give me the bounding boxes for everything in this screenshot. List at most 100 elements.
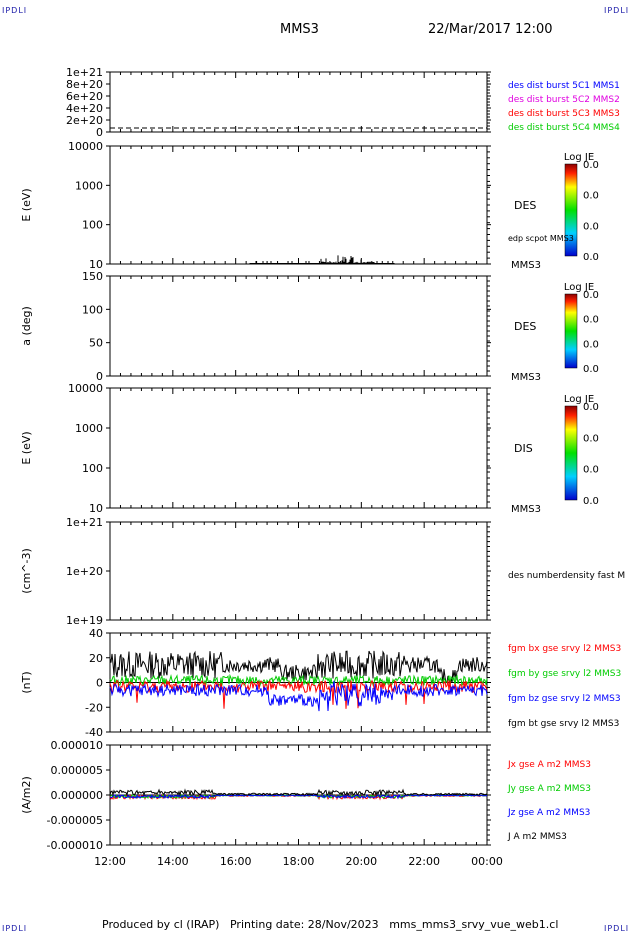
- legend-entry: des dist burst 5C1 MMS1: [508, 81, 620, 91]
- legend-entry: J A m2 MMS3: [507, 832, 567, 842]
- legend-entry: Jx gse A m2 MMS3: [507, 760, 591, 770]
- corner-label-bottom-left: IPDLI: [2, 924, 28, 933]
- footer-printing-date: Printing date: 28/Nov/2023: [229, 918, 379, 931]
- footer-producer: Produced by cl (IRAP): [102, 918, 220, 931]
- spacecraft-potential-trace: [249, 255, 395, 264]
- y-tick-label: 1e+21: [66, 66, 103, 79]
- colorbar-title: Log JE: [564, 152, 594, 163]
- time-tick-label: 18:00: [283, 855, 315, 868]
- corner-label-top-right: IPDLI: [604, 6, 630, 15]
- legend-entry: fgm by gse srvy l2 MMS3: [508, 669, 621, 679]
- corner-label-bottom-right: IPDLI: [604, 924, 630, 933]
- panel-frame-5: [109, 521, 488, 621]
- colorbar-tick-label: 0.0: [583, 364, 599, 375]
- y-tick-label: 6e+20: [66, 90, 103, 103]
- colorbar-tick-label: 0.0: [583, 339, 599, 350]
- legend-entry: fgm bz gse srvy l2 MMS3: [508, 694, 621, 704]
- y-tick-label: 0: [96, 126, 103, 139]
- time-tick-label: 20:00: [345, 855, 377, 868]
- instrument-label: DES: [514, 320, 536, 333]
- time-tick-label: 22:00: [408, 855, 440, 868]
- time-tick-label: 12:00: [94, 855, 126, 868]
- spacecraft-label: MMS3: [511, 504, 541, 515]
- y-tick-label: 0: [96, 677, 103, 690]
- colorbar-tick-label: 0.0: [583, 402, 599, 413]
- y-tick-label: 8e+20: [66, 78, 103, 91]
- colorbar-title: Log JE: [564, 282, 594, 293]
- panel-frame-2: [109, 145, 488, 265]
- legend-entry: Jz gse A m2 MMS3: [507, 808, 590, 818]
- y-tick-label: -0.000010: [47, 839, 103, 852]
- y-tick-label: 1e+20: [66, 565, 103, 578]
- y-axis-label: (nT): [20, 671, 33, 693]
- legend-entry: des dist burst 5C3 MMS3: [508, 109, 620, 119]
- spacecraft-label: MMS3: [511, 372, 541, 383]
- colorbar-p4: [564, 405, 578, 501]
- panel-frame-1: [109, 71, 488, 133]
- legend-entry: fgm bx gse srvy l2 MMS3: [508, 644, 621, 654]
- time-tick-label: 16:00: [220, 855, 252, 868]
- y-tick-label: 10: [89, 502, 103, 515]
- instrument-label: DIS: [514, 442, 533, 455]
- y-tick-label: 2e+20: [66, 114, 103, 127]
- y-tick-label: 4e+20: [66, 102, 103, 115]
- overlay-label: edp scpot MMS3: [508, 234, 574, 243]
- y-tick-label: 0: [96, 370, 103, 383]
- colorbar-tick-label: 0.0: [583, 290, 599, 301]
- y-tick-label: 20: [89, 652, 103, 665]
- datetime-title: 22/Mar/2017 12:00: [428, 22, 553, 37]
- y-tick-label: 10: [89, 258, 103, 271]
- spacecraft-label: MMS3: [511, 260, 541, 271]
- y-axis-label: E (eV): [20, 431, 33, 464]
- y-tick-label: 0.000005: [51, 764, 104, 777]
- jz-trace: [109, 793, 488, 800]
- y-axis-label: E (eV): [20, 188, 33, 221]
- y-tick-label: 40: [89, 627, 103, 640]
- legend-entry: Jy gse A m2 MMS3: [507, 784, 591, 794]
- y-axis-label: a (deg): [20, 306, 33, 346]
- instrument-label: DES: [514, 199, 536, 212]
- colorbar-title: Log JE: [564, 394, 594, 405]
- colorbar-tick-label: 0.0: [583, 433, 599, 444]
- y-tick-label: 0.000000: [51, 789, 104, 802]
- y-tick-label: 10000: [68, 140, 103, 153]
- y-tick-label: 1e+19: [66, 614, 103, 627]
- colorbar-tick-label: 0.0: [583, 221, 599, 232]
- bt-trace: [109, 650, 488, 685]
- colorbar-tick-label: 0.0: [583, 191, 599, 202]
- bx-trace: [109, 679, 488, 709]
- colorbar-tick-label: 0.0: [583, 465, 599, 476]
- time-tick-label: 14:00: [157, 855, 189, 868]
- panel-frame-3: [109, 275, 488, 377]
- y-tick-label: 1000: [75, 179, 103, 192]
- y-tick-label: 100: [82, 462, 103, 475]
- colorbar-p2: [564, 163, 578, 257]
- footer: Produced by cl (IRAP) Printing date: 28/…: [102, 918, 558, 931]
- colorbar-tick-label: 0.0: [583, 252, 599, 263]
- y-tick-label: 150: [82, 270, 103, 283]
- y-tick-label: -20: [85, 701, 103, 714]
- y-tick-label: 10000: [68, 382, 103, 395]
- legend-entry: fgm bt gse srvy l2 MMS3: [508, 719, 619, 729]
- spacecraft-title: MMS3: [280, 22, 319, 37]
- colorbar-p3: [564, 293, 578, 369]
- y-tick-label: 100: [82, 219, 103, 232]
- footer-product: mms_mms3_srvy_vue_web1.cl: [389, 918, 559, 931]
- legend-entry: des numberdensity fast M: [508, 571, 625, 581]
- colorbar-tick-label: 0.0: [583, 160, 599, 171]
- time-tick-label: 00:00: [471, 855, 503, 868]
- y-tick-label: -0.000005: [47, 814, 103, 827]
- corner-label-top-left: IPDLI: [2, 6, 28, 15]
- legend-entry: des dist burst 5C4 MMS4: [508, 123, 620, 133]
- y-axis-label: (cm^-3): [20, 548, 33, 594]
- legend-entry: des dist burst 5C2 MMS2: [508, 95, 620, 105]
- colorbar-tick-label: 0.0: [583, 315, 599, 326]
- panel-frame-4: [109, 387, 488, 509]
- colorbar-tick-label: 0.0: [583, 496, 599, 507]
- y-tick-label: 1e+21: [66, 516, 103, 529]
- j-trace: [109, 788, 488, 797]
- y-tick-label: -40: [85, 726, 103, 739]
- y-tick-label: 1000: [75, 422, 103, 435]
- y-tick-label: 100: [82, 303, 103, 316]
